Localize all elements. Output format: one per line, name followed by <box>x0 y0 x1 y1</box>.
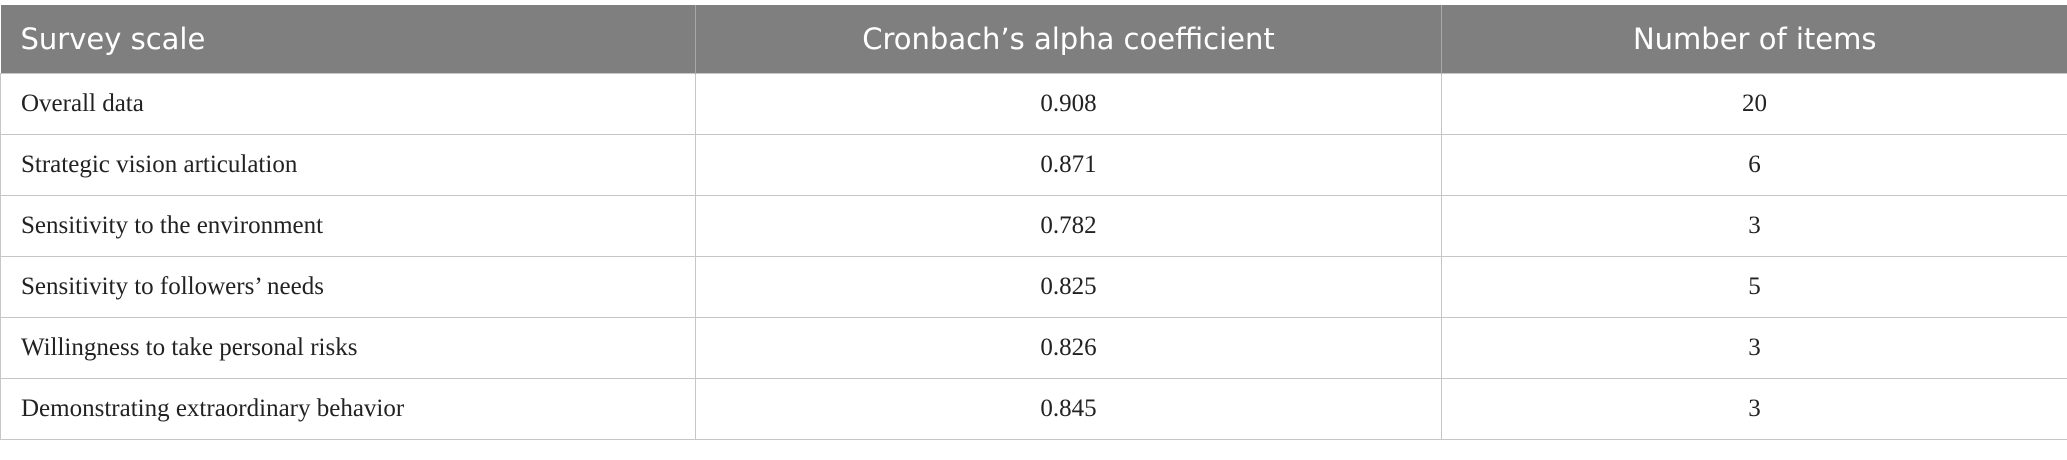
table-body: Overall data 0.908 20 Strategic vision arti… <box>0 73 2067 440</box>
cell-value: 5 <box>1441 256 2067 318</box>
cell-value: 3 <box>1441 317 2067 379</box>
cell-value: 3 <box>1441 195 2067 257</box>
header-cell: Cronbach’s alpha coefficient <box>695 5 1442 74</box>
cell-value: 0.908 <box>695 73 1442 135</box>
scale-name: Willingness to take personal risks <box>0 317 696 379</box>
cell-value: 0.782 <box>695 195 1442 257</box>
cell-value: 0.845 <box>695 378 1442 440</box>
scale-name: Overall data <box>0 73 696 135</box>
table-row: Sensitivity to the environment 0.782 3 <box>0 195 2067 257</box>
header-cell: Number of items <box>1441 5 2067 74</box>
scale-name: Sensitivity to followers’ needs <box>0 256 696 318</box>
reliability-table: Survey scale Cronbach’s alpha coefficient… <box>0 5 2067 440</box>
cell-value: 0.826 <box>695 317 1442 379</box>
header-cell: Survey scale <box>0 5 696 74</box>
table-row: Overall data 0.908 20 <box>0 73 2067 135</box>
cell-value: 0.825 <box>695 256 1442 318</box>
table-row: Willingness to take personal risks 0.826 3 <box>0 317 2067 379</box>
cell-value: 0.871 <box>695 134 1442 196</box>
scale-name: Sensitivity to the environment <box>0 195 696 257</box>
cell-value: 20 <box>1441 73 2067 135</box>
table-row: Sensitivity to followers’ needs 0.825 5 <box>0 256 2067 318</box>
scale-name: Strategic vision articulation <box>0 134 696 196</box>
table-row: Demonstrating extraordinary behavior 0.84… <box>0 378 2067 440</box>
scale-name: Demonstrating extraordinary behavior <box>0 378 696 440</box>
header-row: Survey scale Cronbach’s alpha coefficient… <box>0 5 2067 74</box>
cell-value: 6 <box>1441 134 2067 196</box>
table-row: Strategic vision articulation 0.871 6 <box>0 134 2067 196</box>
cell-value: 3 <box>1441 378 2067 440</box>
